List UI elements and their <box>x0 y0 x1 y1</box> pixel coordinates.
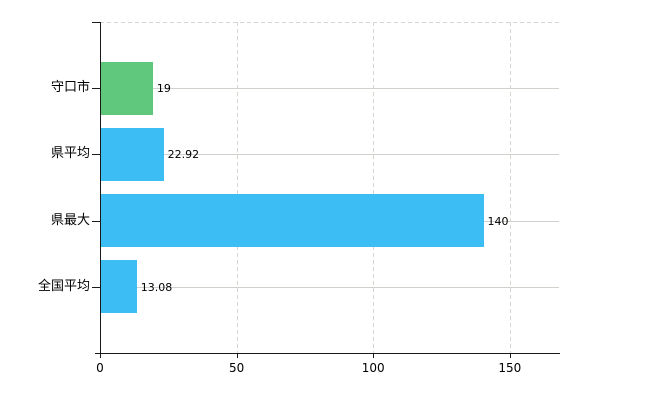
x-gridline <box>236 22 238 353</box>
bar-value-label: 140 <box>487 214 509 228</box>
x-tick <box>236 353 238 358</box>
category-label: 守口市 <box>50 80 90 96</box>
category-label: 全国平均 <box>37 278 90 294</box>
plot-top-border <box>100 22 559 23</box>
bar <box>101 127 164 181</box>
bar <box>101 61 153 115</box>
x-gridline <box>509 22 511 353</box>
x-tick-label: 50 <box>228 361 245 375</box>
x-gridline <box>373 22 375 353</box>
category-label: 県平均 <box>50 146 90 162</box>
bar <box>101 260 137 314</box>
row-gridline <box>100 154 559 156</box>
bar <box>101 194 484 248</box>
row-gridline <box>100 88 559 90</box>
bar-value-label: 22.92 <box>167 148 200 162</box>
y-axis-line <box>100 22 101 354</box>
category-tick <box>92 154 100 156</box>
category-tick <box>92 220 100 222</box>
x-tick <box>373 353 375 358</box>
x-tick <box>509 353 511 358</box>
category-tick <box>92 88 100 90</box>
x-tick-label: 0 <box>96 361 104 375</box>
x-tick-label: 150 <box>498 361 522 375</box>
y-axis-top-tick <box>92 22 100 23</box>
row-gridline <box>100 286 559 288</box>
bar-value-label: 13.08 <box>140 280 173 294</box>
bar-value-label: 19 <box>156 82 171 96</box>
x-tick-label: 100 <box>361 361 385 375</box>
x-tick <box>100 353 101 358</box>
category-tick <box>92 286 100 288</box>
x-axis-line <box>95 353 560 354</box>
category-label: 県最大 <box>50 212 90 228</box>
